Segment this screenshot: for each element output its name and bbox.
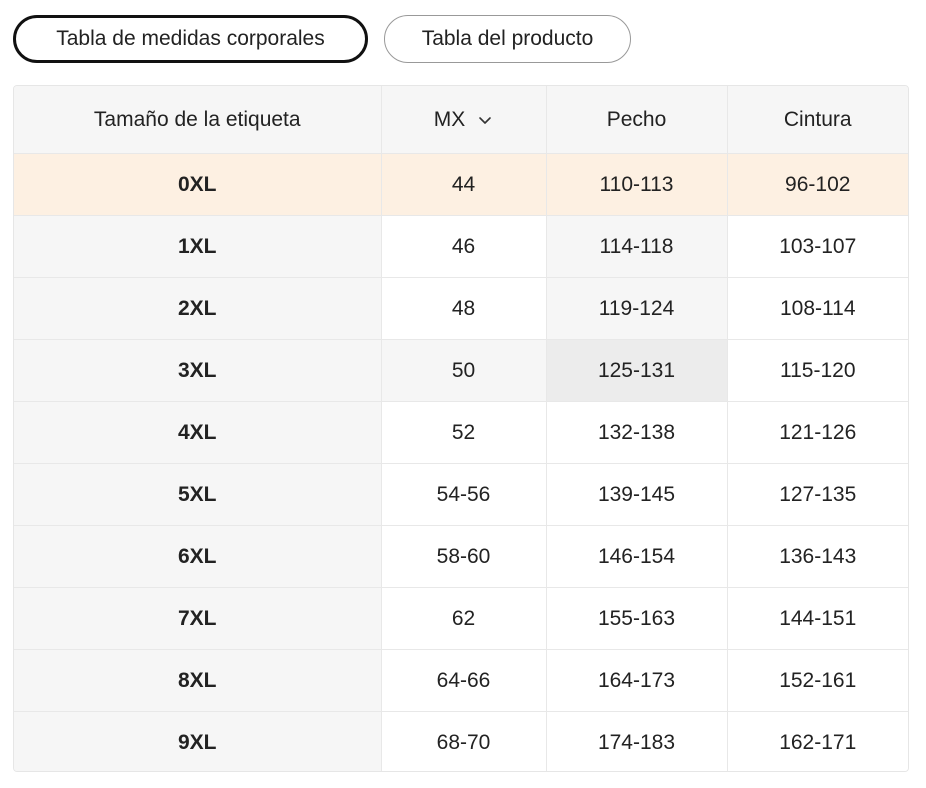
size-chart-tabs: Tabla de medidas corporales Tabla del pr… (13, 15, 631, 63)
waist-cell: 162-171 (727, 711, 908, 771)
mx-cell: 54-56 (381, 463, 547, 526)
size-table-container: Tamaño de la etiqueta MX Pecho Cintura 0… (13, 85, 909, 772)
tab-body-measurements[interactable]: Tabla de medidas corporales (13, 15, 368, 63)
table-row[interactable]: 2XL 48 119-124 108-114 (14, 277, 908, 340)
mx-cell: 50 (381, 339, 547, 402)
size-table: Tamaño de la etiqueta MX Pecho Cintura 0… (14, 86, 908, 771)
waist-cell: 115-120 (727, 339, 908, 402)
size-cell: 1XL (14, 215, 382, 278)
table-row[interactable]: 9XL 68-70 174-183 162-171 (14, 711, 908, 771)
size-cell: 5XL (14, 463, 382, 526)
waist-cell: 96-102 (727, 153, 908, 216)
size-cell: 3XL (14, 339, 382, 402)
waist-cell: 103-107 (727, 215, 908, 278)
table-row[interactable]: 0XL 44 110-113 96-102 (14, 153, 908, 216)
table-row[interactable]: 6XL 58-60 146-154 136-143 (14, 525, 908, 588)
chest-cell: 132-138 (546, 401, 728, 464)
table-row[interactable]: 8XL 64-66 164-173 152-161 (14, 649, 908, 712)
size-cell: 8XL (14, 649, 382, 712)
chest-cell: 119-124 (546, 277, 728, 340)
chest-cell: 164-173 (546, 649, 728, 712)
header-region-label: MX (433, 107, 466, 131)
mx-cell: 62 (381, 587, 547, 650)
mx-cell: 64-66 (381, 649, 547, 712)
mx-cell: 48 (381, 277, 547, 340)
header-label-size: Tamaño de la etiqueta (14, 86, 382, 154)
waist-cell: 152-161 (727, 649, 908, 712)
mx-cell: 58-60 (381, 525, 547, 588)
waist-cell: 121-126 (727, 401, 908, 464)
waist-cell: 136-143 (727, 525, 908, 588)
table-row[interactable]: 3XL 50 125-131 115-120 (14, 339, 908, 402)
table-row[interactable]: 4XL 52 132-138 121-126 (14, 401, 908, 464)
waist-cell: 108-114 (727, 277, 908, 340)
table-row[interactable]: 5XL 54-56 139-145 127-135 (14, 463, 908, 526)
chest-cell-hovered[interactable]: 125-131 (546, 339, 728, 402)
mx-cell: 46 (381, 215, 547, 278)
size-cell: 7XL (14, 587, 382, 650)
table-row[interactable]: 1XL 46 114-118 103-107 (14, 215, 908, 278)
size-cell: 2XL (14, 277, 382, 340)
size-cell: 0XL (14, 153, 382, 216)
size-cell: 4XL (14, 401, 382, 464)
header-chest: Pecho (546, 86, 728, 154)
header-region-select[interactable]: MX (381, 86, 547, 154)
chest-cell: 174-183 (546, 711, 728, 771)
waist-cell: 127-135 (727, 463, 908, 526)
table-row[interactable]: 7XL 62 155-163 144-151 (14, 587, 908, 650)
mx-cell: 52 (381, 401, 547, 464)
size-cell: 9XL (14, 711, 382, 771)
mx-cell: 68-70 (381, 711, 547, 771)
mx-cell: 44 (381, 153, 547, 216)
chest-cell: 114-118 (546, 215, 728, 278)
chest-cell: 155-163 (546, 587, 728, 650)
chest-cell: 139-145 (546, 463, 728, 526)
table-header-row: Tamaño de la etiqueta MX Pecho Cintura (14, 86, 908, 154)
chest-cell: 110-113 (546, 153, 728, 216)
chest-cell: 146-154 (546, 525, 728, 588)
tab-product-measurements[interactable]: Tabla del producto (384, 15, 631, 63)
waist-cell: 144-151 (727, 587, 908, 650)
size-cell: 6XL (14, 525, 382, 588)
header-waist: Cintura (727, 86, 908, 154)
chevron-down-icon (479, 116, 492, 124)
